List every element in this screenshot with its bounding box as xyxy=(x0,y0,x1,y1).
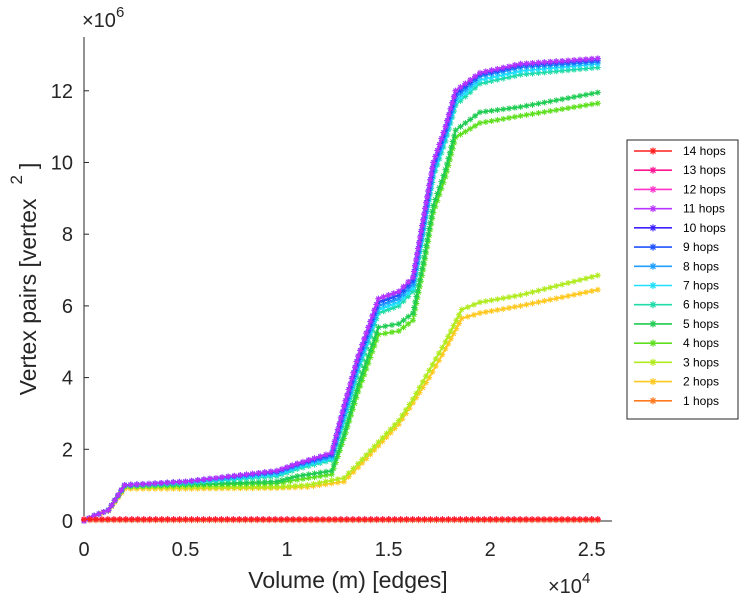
legend-label: 3 hops xyxy=(683,355,719,369)
y-tick-label: 4 xyxy=(62,368,73,390)
series-10-hops xyxy=(81,55,601,524)
legend-item[interactable]: 5 hops xyxy=(634,317,719,331)
x-tick-label: 2 xyxy=(485,539,496,561)
legend-marker xyxy=(649,339,657,347)
x-multiplier-exp: 4 xyxy=(582,570,590,587)
y-tick-label: 6 xyxy=(62,296,73,318)
legend-label: 10 hops xyxy=(683,221,726,235)
legend[interactable]: 14 hops 13 hops 12 hops 11 hops 10 hops 9 hop… xyxy=(626,139,739,420)
series-markers xyxy=(81,55,601,524)
series-markers xyxy=(81,100,601,524)
legend-label: 5 hops xyxy=(683,317,719,331)
x-tick-label: 0 xyxy=(78,539,89,561)
legend-item[interactable]: 3 hops xyxy=(634,355,719,369)
legend-item[interactable]: 2 hops xyxy=(634,375,719,389)
axis-text: 0 0.5 1 1.5 2 2.5 0 2 4 6 8 10 12 Volume (m) [edges] V… xyxy=(7,4,606,598)
legend-label: 11 hops xyxy=(683,202,725,216)
legend-marker xyxy=(649,185,657,193)
y-multiplier-base: ×10 xyxy=(82,10,116,32)
legend-label: 1 hops xyxy=(683,394,719,408)
legend-marker xyxy=(649,205,657,213)
legend-label: 13 hops xyxy=(683,163,726,177)
legend-item[interactable]: 10 hops xyxy=(634,221,726,235)
y-tick-label: 10 xyxy=(51,152,73,174)
series-markers xyxy=(81,55,601,524)
y-tick-label: 12 xyxy=(51,81,73,103)
series-markers xyxy=(81,286,601,524)
series-14-hops xyxy=(81,516,601,523)
legend-box xyxy=(626,139,739,420)
y-axis-label: Vertex pairs [vertex 2] xyxy=(7,163,41,396)
y-tick-label: 2 xyxy=(62,439,73,461)
legend-item[interactable]: 8 hops xyxy=(634,259,719,273)
legend-item[interactable]: 7 hops xyxy=(634,279,719,293)
y-axis-label-main: Vertex pairs [vertex xyxy=(15,198,41,395)
legend-marker xyxy=(649,320,657,328)
legend-marker xyxy=(649,282,657,289)
y-axis-label-superscript: 2 xyxy=(7,175,26,184)
legend-marker xyxy=(649,262,657,270)
legend-item[interactable]: 9 hops xyxy=(634,240,719,254)
x-tick-label: 0.5 xyxy=(172,539,200,561)
legend-marker xyxy=(649,147,657,155)
legend-label: 9 hops xyxy=(683,240,719,254)
series-5-hops xyxy=(81,89,601,524)
y-multiplier-exp: 6 xyxy=(116,4,124,21)
legend-marker xyxy=(649,397,657,405)
y-tick-label: 8 xyxy=(62,224,73,246)
legend-marker xyxy=(649,358,657,366)
legend-label: 4 hops xyxy=(683,336,719,350)
legend-label: 7 hops xyxy=(683,279,719,293)
series-markers xyxy=(81,60,601,524)
legend-marker xyxy=(649,243,657,251)
y-tick-label: 0 xyxy=(62,511,73,533)
x-tick-label: 1.5 xyxy=(375,539,403,561)
series-markers xyxy=(81,516,601,523)
plot-series xyxy=(81,55,601,524)
legend-item[interactable]: 4 hops xyxy=(634,336,719,350)
legend-label: 12 hops xyxy=(683,182,726,196)
legend-label: 14 hops xyxy=(683,144,726,158)
legend-item[interactable]: 1 hops xyxy=(634,394,719,408)
legend-marker xyxy=(649,224,657,232)
y-axis-label-close: ] xyxy=(15,163,41,169)
x-axis-label: Volume (m) [edges] xyxy=(248,567,447,593)
series-11-hops xyxy=(81,55,601,524)
series-markers xyxy=(81,89,601,524)
y-multiplier: ×106 xyxy=(82,4,124,32)
legend-item[interactable]: 6 hops xyxy=(634,298,719,312)
legend-label: 6 hops xyxy=(683,298,719,312)
legend-item[interactable]: 13 hops xyxy=(634,163,726,177)
x-tick-label: 1 xyxy=(282,539,293,561)
legend-label: 2 hops xyxy=(683,375,719,389)
x-multiplier: ×104 xyxy=(548,570,590,598)
legend-item[interactable]: 11 hops xyxy=(634,202,725,216)
series-markers xyxy=(81,59,601,524)
y-axis-label-group: Vertex pairs [vertex 2] xyxy=(7,163,41,396)
legend-label: 8 hops xyxy=(683,259,719,273)
series-markers xyxy=(81,57,601,524)
series-line xyxy=(83,102,598,522)
legend-marker xyxy=(649,301,657,309)
legend-item[interactable]: 14 hops xyxy=(634,144,726,158)
series-4-hops xyxy=(81,100,601,524)
series-9-hops xyxy=(81,57,601,524)
axes xyxy=(83,37,612,522)
legend-item[interactable]: 12 hops xyxy=(634,182,726,196)
legend-marker xyxy=(649,166,657,174)
x-multiplier-base: ×10 xyxy=(548,576,582,598)
series-2-hops xyxy=(81,286,601,524)
legend-marker xyxy=(649,378,657,386)
series-7-hops xyxy=(81,60,601,524)
x-tick-label: 2.5 xyxy=(578,539,606,561)
series-8-hops xyxy=(81,59,601,524)
